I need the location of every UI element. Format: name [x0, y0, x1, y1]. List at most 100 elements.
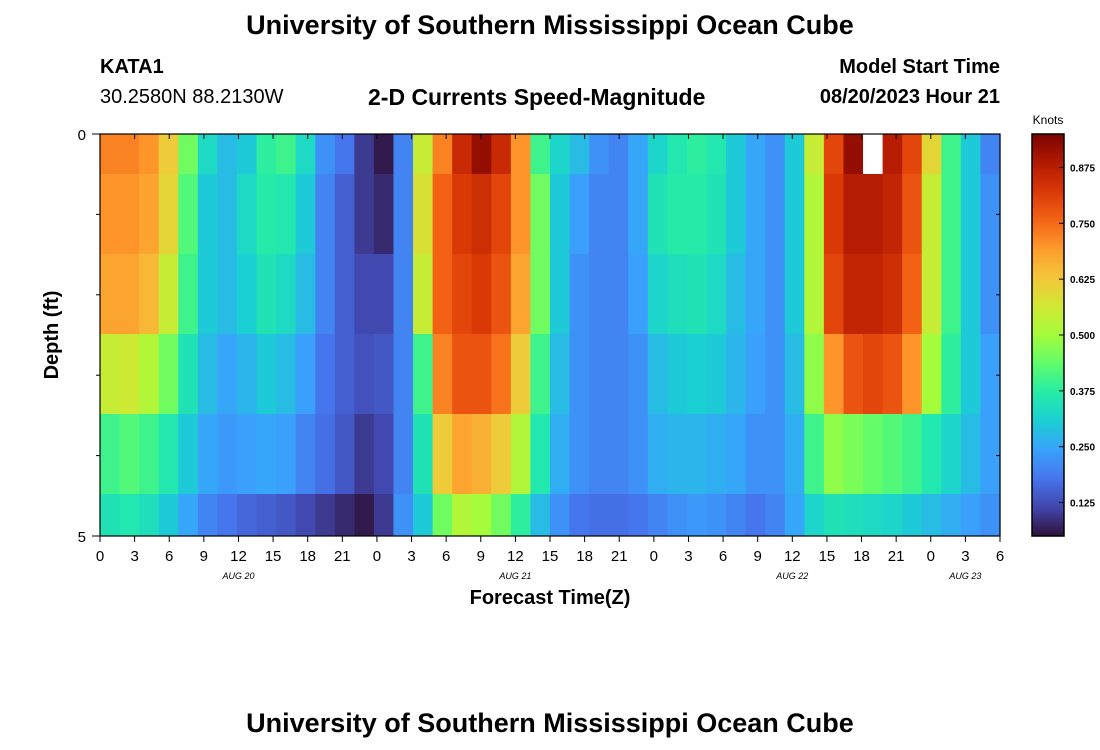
heatmap-cell: [256, 414, 277, 495]
heatmap-cell: [510, 174, 532, 255]
heatmap-cell: [784, 334, 805, 415]
heatmap-cell: [667, 414, 688, 495]
heatmap-cell: [530, 414, 551, 495]
heatmap-cell: [863, 334, 884, 415]
heatmap-cell: [119, 334, 140, 415]
heatmap-cell: [706, 174, 727, 255]
heatmap-cell: [608, 134, 629, 175]
heatmap-cell: [804, 494, 825, 537]
station-coordinates: 30.2580N 88.2130W: [100, 86, 284, 108]
heatmap-cell: [295, 174, 316, 255]
heatmap-cell: [823, 334, 845, 415]
x-tick-label: 21: [888, 548, 905, 565]
heatmap-cell: [393, 334, 414, 415]
heatmap-cell: [863, 254, 884, 335]
heatmap-cell: [550, 134, 571, 175]
heatmap-cell: [569, 334, 590, 415]
heatmap-cell: [413, 174, 434, 255]
heatmap-cell: [413, 414, 434, 495]
heatmap-cell: [119, 254, 140, 335]
heatmap-cell: [178, 174, 199, 255]
x-tick-label: 12: [507, 548, 524, 565]
heatmap-cell: [550, 174, 571, 255]
heatmap-cell: [726, 334, 747, 415]
heatmap-cell: [471, 254, 492, 335]
heatmap-cell: [334, 174, 355, 255]
heatmap-cell: [921, 254, 942, 335]
heatmap-cell: [706, 254, 727, 335]
x-tick-label: 6: [719, 548, 727, 565]
heatmap-cell: [980, 414, 1001, 495]
heatmap-cell: [354, 174, 375, 255]
heatmap-cell: [119, 174, 140, 255]
x-tick-label: 0: [373, 548, 381, 565]
heatmap-cell: [784, 494, 805, 537]
heatmap-cell: [334, 494, 355, 537]
heatmap-cell: [941, 414, 962, 495]
heatmap-cell: [628, 174, 649, 255]
heatmap-cell: [882, 134, 903, 175]
x-tick-label: 18: [299, 548, 316, 565]
heatmap-cell: [980, 334, 1001, 415]
heatmap-cell: [354, 334, 375, 415]
heatmap-cell: [530, 334, 551, 415]
x-date-label: AUG 23: [948, 571, 981, 581]
heatmap-cell: [823, 174, 845, 255]
heatmap-cell: [726, 494, 747, 537]
heatmap-cell: [589, 334, 610, 415]
heatmap-cell: [745, 494, 766, 537]
heatmap-cell: [902, 134, 923, 175]
heatmap-cell: [589, 414, 610, 495]
model-start-value: 08/20/2023 Hour 21: [819, 86, 1000, 108]
heatmap-cell: [667, 174, 688, 255]
heatmap-cell: [941, 254, 962, 335]
heatmap-cell: [236, 334, 258, 415]
heatmap-cell: [765, 134, 786, 175]
heatmap-cell: [178, 134, 199, 175]
heatmap-cell: [980, 134, 1001, 175]
heatmap-cell: [726, 254, 747, 335]
heatmap-cell: [256, 174, 277, 255]
heatmap-cell: [158, 134, 179, 175]
heatmap-cell: [256, 254, 277, 335]
heatmap-cell: [765, 494, 786, 537]
heatmap-cell: [902, 254, 923, 335]
x-tick-label: 9: [200, 548, 208, 565]
heatmap-cell: [745, 414, 766, 495]
heatmap-cell: [452, 134, 473, 175]
heatmap-cell: [295, 254, 316, 335]
x-tick-label: 21: [334, 548, 351, 565]
colorbar-tick-label: 0.500: [1070, 331, 1095, 342]
heatmap-cell: [373, 494, 395, 537]
heatmap-cell: [628, 134, 649, 175]
x-tick-label: 21: [611, 548, 628, 565]
heatmap-cell: [471, 494, 492, 537]
heatmap-cell: [158, 334, 179, 415]
model-start-label: Model Start Time: [839, 56, 1000, 78]
chart-subtitle: 2-D Currents Speed-Magnitude: [368, 84, 706, 110]
heatmap-cell: [276, 134, 297, 175]
heatmap-cell: [393, 494, 414, 537]
heatmap-cell: [276, 334, 297, 415]
heatmap-cell: [569, 254, 590, 335]
heatmap-cell: [471, 334, 492, 415]
heatmap-cell: [276, 414, 297, 495]
colorbar-tick-label: 0.875: [1070, 164, 1095, 175]
heatmap-cell: [236, 494, 258, 537]
x-tick-label: 3: [961, 548, 969, 565]
heatmap-cell: [784, 414, 805, 495]
heatmap-cell: [471, 134, 492, 175]
heatmap-cell: [784, 134, 805, 175]
heatmap-cell: [843, 334, 864, 415]
heatmap-cell: [745, 174, 766, 255]
x-tick-label: 3: [130, 548, 138, 565]
heatmap-cell: [373, 134, 395, 175]
heatmap-cell: [334, 334, 355, 415]
heatmap-cell: [236, 174, 258, 255]
heatmap-cell: [667, 254, 688, 335]
heatmap-cell: [765, 334, 786, 415]
heatmap-cell: [158, 254, 179, 335]
heatmap-cell: [608, 414, 629, 495]
heatmap-cell: [100, 494, 121, 537]
x-tick-label: 12: [230, 548, 247, 565]
